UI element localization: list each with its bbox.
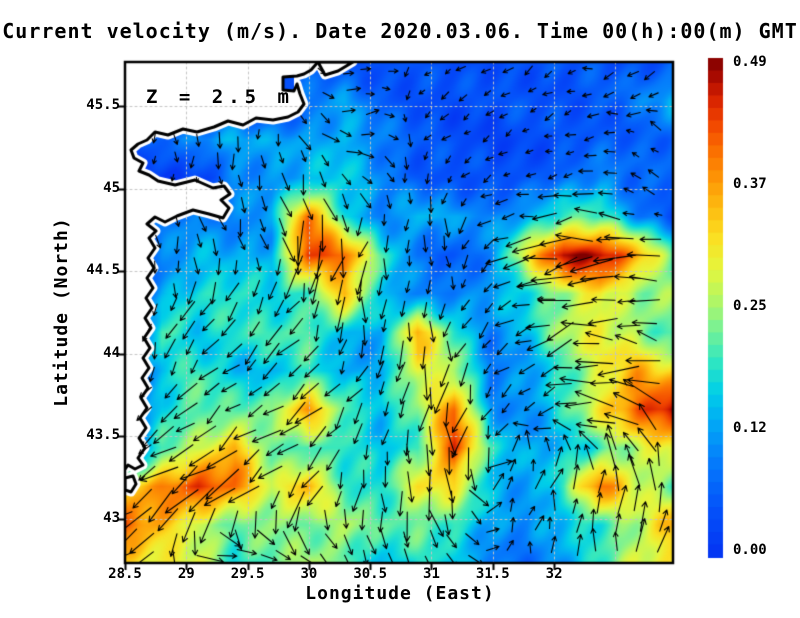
y-tick-label: 45.5 bbox=[86, 97, 120, 114]
x-tick-label: 32 bbox=[545, 566, 563, 582]
x-tick-label: 31.5 bbox=[475, 566, 510, 582]
y-tick-label: 43.5 bbox=[86, 427, 120, 444]
colorbar-tick-label: 0.25 bbox=[733, 298, 767, 314]
y-tick-label: 44 bbox=[103, 344, 120, 361]
x-tick-label: 30.5 bbox=[353, 566, 388, 582]
colorbar-tick-label: 0.12 bbox=[733, 420, 767, 436]
colorbar-tick-label: 0.00 bbox=[733, 542, 767, 558]
colorbar-tick-label: 0.49 bbox=[733, 54, 767, 70]
x-tick-label: 28.5 bbox=[108, 566, 142, 582]
x-tick-label: 31 bbox=[423, 566, 440, 582]
y-tick-label: 44.5 bbox=[86, 262, 120, 279]
x-tick-label: 29 bbox=[177, 566, 195, 582]
y-axis-label: Latitude (North) bbox=[51, 217, 72, 407]
x-tick-label: 29.5 bbox=[230, 566, 265, 582]
y-tick-label: 43 bbox=[103, 509, 120, 526]
chart-title: Current velocity (m/s). Date 2020.03.06.… bbox=[2, 19, 798, 43]
x-tick-label: 30 bbox=[300, 566, 318, 582]
x-axis-label: Longitude (East) bbox=[305, 583, 495, 604]
y-tick-label: 45 bbox=[103, 179, 120, 196]
depth-annotation: Z = 2.5 m bbox=[146, 86, 294, 108]
colorbar-tick-label: 0.37 bbox=[733, 176, 767, 192]
